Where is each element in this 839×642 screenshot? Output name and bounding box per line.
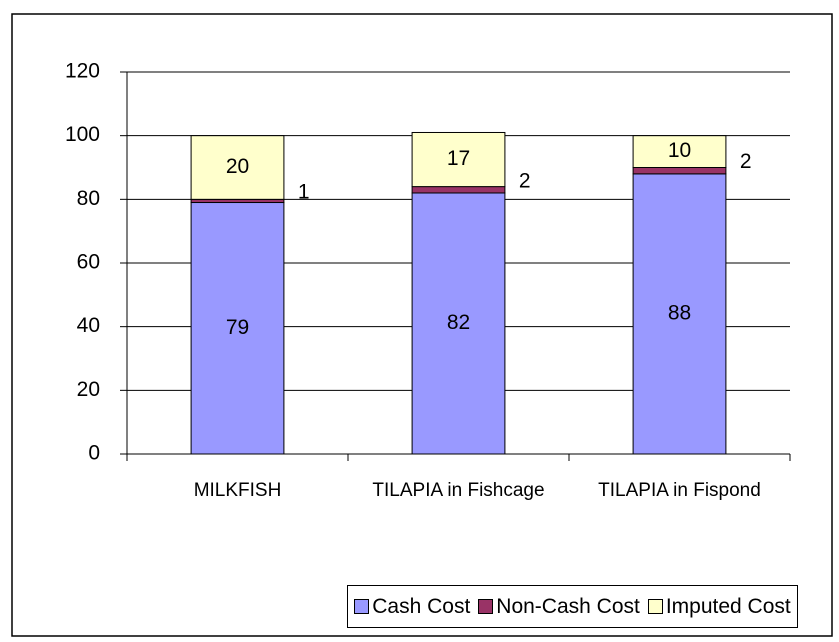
y-tick-label: 80 (77, 187, 100, 210)
bar-segment (190, 135, 285, 200)
legend-label: Imputed Cost (665, 594, 791, 618)
bar-segment (411, 131, 506, 188)
bar-segment (632, 135, 727, 169)
y-tick-label: 100 (65, 123, 100, 146)
legend-label: Non-Cash Cost (496, 594, 640, 618)
data-label: 82 (447, 311, 470, 334)
data-label: 88 (668, 301, 691, 324)
legend-item: Non-Cash Cost (478, 595, 640, 619)
y-tick-label: 120 (65, 60, 100, 83)
legend-item: Cash Cost (354, 595, 470, 619)
data-label: 79 (226, 316, 249, 339)
x-tick-label: TILAPIA in Fispond (598, 480, 761, 501)
y-tick-label: 20 (77, 378, 100, 401)
legend-label: Cash Cost (372, 594, 471, 618)
bar-segment (411, 192, 506, 455)
x-tick-label: MILKFISH (193, 480, 282, 501)
y-tick-label: 60 (77, 251, 100, 274)
data-label: 2 (740, 150, 752, 173)
y-tick-label: 0 (88, 442, 100, 465)
bar-segment (632, 167, 727, 175)
bar-segment (190, 202, 285, 455)
data-label: 17 (447, 147, 470, 170)
legend: Cash Cost Non-Cash Cost Imputed Cost (347, 585, 798, 628)
y-tick-label: 40 (77, 314, 100, 337)
legend-swatch (478, 599, 494, 614)
data-label: 10 (668, 139, 691, 162)
data-label: 2 (519, 169, 531, 192)
x-tick-label: TILAPIA in Fishcage (372, 480, 545, 501)
legend-swatch (354, 599, 370, 614)
data-label: 20 (226, 155, 249, 178)
bar-segment (411, 186, 506, 194)
legend-swatch (647, 599, 663, 614)
legend-item: Imputed Cost (647, 594, 791, 619)
bar-segment (632, 173, 727, 455)
data-label: 1 (298, 180, 310, 203)
